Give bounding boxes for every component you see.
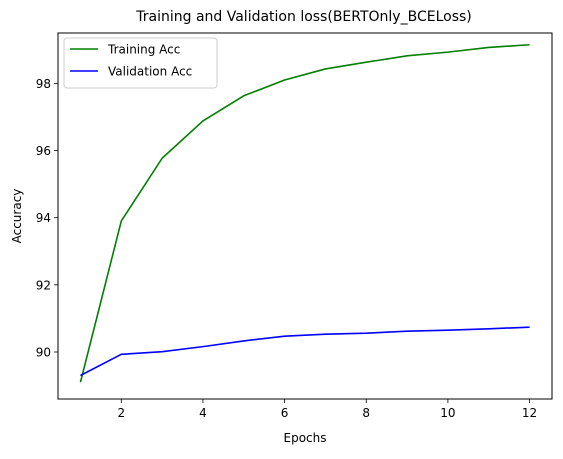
x-tick-label: 10 xyxy=(440,406,455,420)
y-tick-label: 94 xyxy=(36,211,51,225)
series-line-training-acc xyxy=(79,43,530,383)
x-axis-ticks: 2 4 6 8 10 12 xyxy=(117,399,537,420)
legend-label-validation: Validation Acc xyxy=(108,65,192,79)
x-tick-label: 4 xyxy=(199,406,207,420)
series-line-validation-acc xyxy=(80,326,530,377)
legend-label-training: Training Acc xyxy=(107,43,180,57)
y-axis-ticks: 90 92 94 96 98 xyxy=(36,77,58,359)
x-tick-label: 2 xyxy=(117,406,125,420)
legend: Training Acc Validation Acc xyxy=(63,37,218,89)
y-tick-label: 90 xyxy=(36,345,51,359)
chart-title: Training and Validation loss(BERTOnly_BC… xyxy=(135,9,472,25)
x-tick-label: 8 xyxy=(362,406,370,420)
x-tick-label: 12 xyxy=(522,406,537,420)
series-layer xyxy=(79,43,530,383)
x-axis-label: Epochs xyxy=(284,431,327,445)
y-tick-label: 98 xyxy=(36,77,51,91)
legend-box xyxy=(63,37,218,89)
x-tick-label: 6 xyxy=(281,406,289,420)
y-tick-label: 96 xyxy=(36,144,51,158)
y-tick-label: 92 xyxy=(36,278,51,292)
y-axis-label: Accuracy xyxy=(10,189,24,244)
plot-area-frame xyxy=(57,32,553,400)
